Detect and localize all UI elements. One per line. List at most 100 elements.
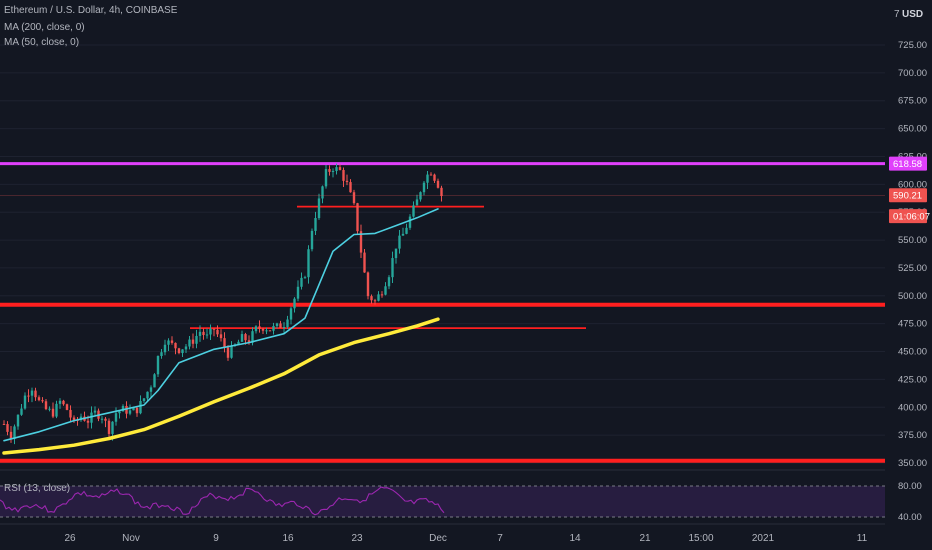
candle-body: [170, 340, 174, 343]
candle-body: [121, 405, 125, 412]
time-axis[interactable]: 26 Nov 9 16 23 Dec 7 14 21 15:00 2021 11: [64, 533, 867, 544]
candle-body: [391, 258, 394, 278]
time-tick-label: 7: [497, 533, 503, 544]
candle-body: [429, 174, 433, 176]
indicator-ma200-label[interactable]: MA (200, close, 0): [4, 22, 85, 33]
candle-body: [188, 339, 191, 347]
candle-body: [13, 426, 16, 439]
candle-body: [86, 420, 90, 423]
candle-body: [6, 424, 9, 432]
candle-body: [394, 248, 398, 259]
candle-body: [373, 300, 377, 302]
candle-body: [303, 277, 307, 279]
time-tick-label: Nov: [122, 533, 140, 544]
candle-body: [104, 418, 107, 421]
candle-body: [23, 395, 27, 409]
candle-body: [139, 400, 142, 414]
price-tick-label: 725.00: [898, 40, 927, 51]
candle-body: [419, 192, 422, 200]
candle-body: [342, 169, 345, 181]
candle-body: [289, 308, 293, 320]
rsi-line: [0, 486, 445, 516]
candle-body: [324, 169, 328, 187]
candle-body: [282, 326, 286, 328]
candle-body: [132, 407, 135, 411]
candle-body: [2, 423, 6, 425]
candle-body: [254, 326, 258, 332]
candle-body: [114, 413, 118, 422]
candle-body: [177, 348, 181, 354]
candle-body: [359, 231, 363, 253]
candle-body: [146, 391, 149, 399]
time-tick-label: 21: [639, 533, 651, 544]
candle-body: [216, 329, 219, 335]
countdown-badge: 01:06:07: [893, 212, 930, 223]
candle-body: [321, 186, 324, 199]
candle-body: [436, 180, 440, 188]
horizontal-levels: [0, 162, 885, 463]
rsi-band: [0, 486, 885, 517]
candle-body: [279, 323, 282, 328]
candle-body: [380, 294, 384, 296]
time-tick-label: 23: [351, 533, 363, 544]
candle-body: [265, 330, 268, 332]
candle-body: [135, 407, 139, 414]
candle-body: [100, 418, 104, 420]
grid: [0, 44, 885, 464]
candle-body: [314, 218, 317, 231]
candle-body: [433, 174, 436, 181]
price-tick-label: 400.00: [898, 402, 927, 413]
candle-body: [415, 199, 419, 206]
last-price-badge: 590.21: [893, 191, 922, 202]
last-price-badge-bg: [889, 188, 927, 203]
price-tick-label: 525.00: [898, 263, 927, 274]
rsi-upper-tick: 80.00: [898, 481, 922, 492]
price-tick-label: 700.00: [898, 68, 927, 79]
candle-body: [296, 286, 300, 299]
candle-body: [405, 227, 408, 234]
price-tick-label: 600.00: [898, 179, 927, 190]
ma50-line: [3, 208, 439, 442]
candle-body: [118, 411, 121, 414]
time-tick-label: 11: [857, 533, 868, 544]
candle-body: [202, 331, 205, 336]
candle-body: [370, 296, 373, 301]
rsi-label[interactable]: RSI (13, close): [4, 483, 71, 494]
candle-body: [244, 334, 247, 341]
candle-body: [184, 346, 188, 350]
candle-body: [401, 233, 405, 236]
candle-body: [149, 387, 153, 392]
countdown-badge-bg: [889, 209, 927, 224]
currency-label[interactable]: USD: [902, 9, 924, 20]
candle-body: [335, 167, 338, 171]
candle-body: [310, 230, 314, 250]
price-tick-label: 425.00: [898, 374, 927, 385]
ma200-line: [2, 317, 440, 455]
rsi-pane: 80.00 40.00: [0, 469, 922, 525]
corner-glyph[interactable]: 7: [894, 9, 900, 20]
candle-body: [345, 180, 349, 183]
candle-body: [69, 409, 72, 418]
symbol-title[interactable]: Ethereum / U.S. Dollar, 4h, COINBASE: [4, 5, 178, 16]
candle-body: [356, 203, 359, 232]
candle-body: [331, 170, 335, 172]
indicator-ma50-label[interactable]: MA (50, close, 0): [4, 37, 80, 48]
candle-body: [307, 249, 310, 278]
resistance-price-badge: 618.58: [893, 159, 922, 170]
candle-body: [286, 319, 289, 327]
candle-body: [16, 414, 20, 427]
candle-body: [212, 328, 216, 330]
candle-body: [107, 420, 111, 434]
candle-body: [142, 398, 146, 401]
candle-body: [111, 421, 114, 434]
candle-body: [191, 339, 195, 344]
time-tick-label: 16: [282, 533, 294, 544]
candle-body: [153, 374, 156, 388]
candle-body: [181, 349, 184, 354]
candle-body: [160, 352, 163, 357]
candle-body: [300, 277, 303, 287]
candle-body: [198, 331, 202, 336]
candle-body: [65, 404, 69, 410]
candle-body: [328, 169, 331, 172]
